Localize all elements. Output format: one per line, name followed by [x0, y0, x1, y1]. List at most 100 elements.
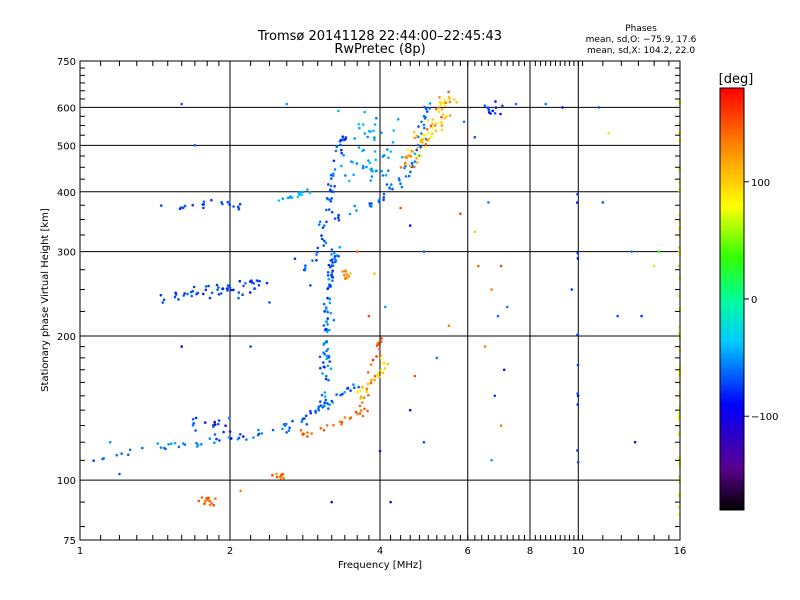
data-point [391, 187, 394, 191]
data-point [335, 393, 338, 396]
data-point [378, 353, 382, 357]
data-point [384, 305, 387, 309]
data-point [367, 314, 371, 318]
data-point [343, 390, 347, 394]
data-point [326, 330, 329, 334]
data-point [214, 497, 217, 500]
data-point [301, 433, 305, 436]
data-point [298, 193, 301, 196]
data-point [496, 314, 500, 318]
data-point [499, 264, 503, 268]
data-point [323, 395, 327, 398]
data-point [196, 291, 200, 295]
data-point [378, 347, 381, 351]
data-point [392, 129, 395, 132]
data-point [379, 369, 383, 372]
data-point [408, 224, 412, 227]
data-point [459, 212, 462, 215]
data-point [388, 187, 392, 190]
data-point [337, 218, 341, 222]
data-point [494, 100, 497, 103]
data-point [156, 442, 159, 445]
data-point [342, 154, 345, 157]
x-tick-label: 1 [77, 546, 83, 557]
data-point [332, 172, 335, 175]
data-point [373, 374, 377, 378]
data-point [210, 291, 214, 295]
data-point [177, 298, 180, 301]
data-point [403, 166, 406, 170]
data-point [404, 163, 408, 166]
data-point [640, 314, 643, 318]
grid [80, 61, 680, 540]
data-point [422, 250, 426, 253]
data-point [306, 188, 309, 191]
data-point [576, 363, 580, 367]
data-point [228, 286, 231, 289]
data-point [422, 123, 426, 127]
data-point [228, 416, 231, 420]
data-point [368, 204, 372, 208]
data-point [226, 289, 229, 292]
data-point [228, 430, 232, 433]
data-point [437, 110, 441, 113]
data-point [380, 337, 383, 340]
data-point [182, 294, 185, 297]
data-point [363, 132, 367, 135]
data-point [265, 281, 269, 285]
data-point [332, 423, 335, 427]
data-point [431, 126, 435, 130]
data-point [257, 284, 261, 287]
data-point [163, 446, 166, 450]
data-point [425, 128, 429, 131]
data-point [417, 125, 420, 128]
data-point [281, 427, 284, 431]
data-point [326, 197, 330, 201]
data-point [348, 416, 352, 420]
data-point [330, 190, 333, 193]
data-point [260, 432, 264, 435]
data-point [382, 154, 386, 157]
data-point [323, 310, 326, 313]
data-point [326, 364, 330, 368]
data-point [213, 420, 216, 424]
x-tick-label: 8 [527, 546, 533, 557]
axis-ticks: 1 2 4 6 8 10 16 75 100 200 300 400 500 600 750 [57, 57, 686, 557]
data-point [601, 201, 605, 204]
data-point [326, 402, 330, 406]
data-point [361, 166, 365, 170]
data-point [387, 156, 390, 159]
data-point [576, 392, 579, 395]
data-point [238, 202, 242, 206]
y-tick-label: 75 [63, 536, 76, 547]
data-point [493, 394, 497, 398]
data-point [424, 143, 428, 146]
data-point [200, 496, 204, 499]
data-point [330, 253, 333, 256]
data-point [448, 114, 452, 117]
data-point [483, 104, 487, 107]
data-point [462, 120, 466, 124]
data-point [344, 137, 347, 141]
data-point [359, 389, 362, 392]
data-point [576, 449, 579, 452]
data-point [368, 161, 372, 165]
data-point [379, 131, 383, 134]
data-point [483, 345, 487, 348]
data-point [576, 333, 579, 337]
data-point [389, 150, 393, 153]
data-point [126, 453, 130, 457]
data-point [428, 102, 432, 105]
data-point [275, 472, 278, 476]
data-point [499, 424, 503, 427]
data-point [443, 101, 447, 104]
data-point [183, 443, 187, 447]
data-point [323, 224, 326, 227]
data-point [239, 489, 242, 493]
data-point [318, 220, 322, 224]
data-point [657, 250, 660, 253]
data-point [423, 133, 427, 137]
data-point [380, 340, 383, 344]
data-point [202, 200, 206, 203]
